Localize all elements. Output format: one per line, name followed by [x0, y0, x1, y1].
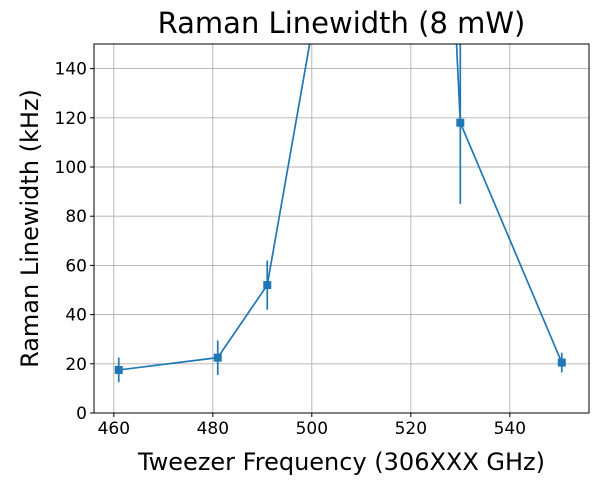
data-series	[114, 44, 566, 383]
data-point-marker	[456, 118, 465, 127]
y-axis-label: Raman Linewidth (kHz)	[16, 89, 44, 368]
grid	[94, 44, 589, 414]
data-point-marker	[557, 358, 566, 367]
x-tick-label: 540	[494, 419, 526, 439]
y-tick-label: 120	[55, 109, 87, 129]
x-tick-label: 460	[98, 419, 130, 439]
chart-title: Raman Linewidth (8 mW)	[158, 6, 526, 40]
y-tick-label: 140	[55, 60, 87, 80]
axis-ticks: 460 480 500 520 540 0 20 40 60 80 100 120 140	[55, 60, 526, 439]
y-tick-label: 40	[65, 306, 87, 326]
x-tick-label: 500	[296, 419, 328, 439]
y-tick-label: 0	[76, 404, 87, 424]
plot-frame	[93, 43, 590, 414]
y-tick-label: 20	[65, 355, 87, 375]
y-tick-label: 100	[55, 158, 87, 178]
y-tick-label: 80	[65, 207, 87, 227]
x-tick-label: 520	[395, 419, 427, 439]
y-tick-label: 60	[65, 256, 87, 276]
x-tick-label: 480	[197, 419, 229, 439]
data-point-marker	[114, 365, 123, 374]
series-line	[118, 44, 563, 371]
data-point-marker	[213, 353, 222, 362]
x-axis-label: Tweezer Frequency (306XXX GHz)	[137, 448, 545, 476]
data-point-marker	[263, 281, 272, 290]
